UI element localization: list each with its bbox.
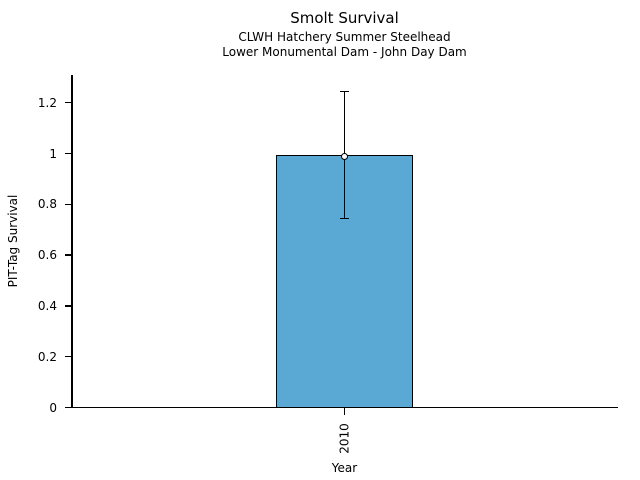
y-tick-label: 1.2 xyxy=(37,95,57,110)
chart-title: Smolt Survival xyxy=(290,9,399,27)
y-tick-label: 0.8 xyxy=(37,197,57,212)
y-tick-mark xyxy=(64,203,72,206)
error-bar-cap-top xyxy=(340,90,349,93)
y-tick-label: 0.4 xyxy=(37,298,57,313)
y-tick-label: 0 xyxy=(49,400,57,415)
x-axis-label: Year xyxy=(331,461,358,475)
error-bar-cap-bottom xyxy=(340,217,349,220)
x-axis-tick xyxy=(343,408,346,415)
data-point-marker xyxy=(341,152,348,160)
y-tick-mark xyxy=(64,254,72,256)
y-axis-line xyxy=(71,75,73,408)
y-tick-mark xyxy=(64,406,72,409)
y-tick-mark xyxy=(64,101,72,104)
x-tick-label-2010: 2010 xyxy=(337,423,351,454)
y-tick-mark xyxy=(64,355,72,358)
y-tick-mark xyxy=(64,305,72,307)
chart-subtitle-species: CLWH Hatchery Summer Steelhead xyxy=(238,30,451,44)
y-tick-mark xyxy=(64,152,72,155)
y-tick-label: 0.2 xyxy=(37,349,57,364)
y-tick-label: 0.6 xyxy=(37,248,57,263)
y-tick-label: 1 xyxy=(49,146,57,161)
chart-subtitle-reach: Lower Monumental Dam - John Day Dam xyxy=(222,45,467,59)
